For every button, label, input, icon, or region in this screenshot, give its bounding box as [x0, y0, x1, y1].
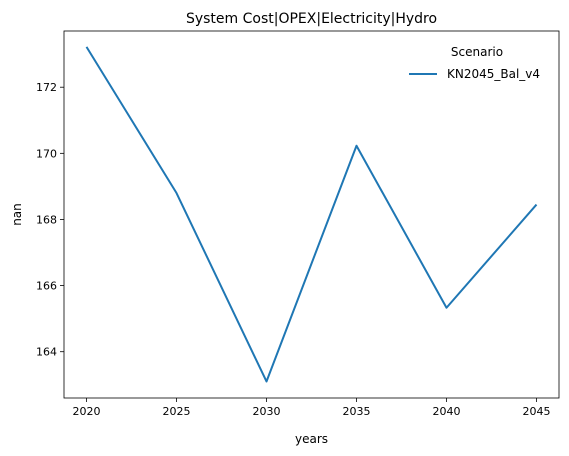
legend-label: KN2045_Bal_v4 [447, 67, 540, 81]
y-axis-ticks: 164 166 168 170 172 [36, 81, 64, 359]
chart-title: System Cost|OPEX|Electricity|Hydro [186, 11, 437, 27]
series-line [85, 46, 538, 383]
y-tick-label: 170 [36, 147, 57, 160]
y-axis-label: nan [10, 203, 24, 226]
y-tick-label: 164 [36, 346, 57, 359]
x-tick-label: 2025 [163, 405, 191, 418]
y-tick-label: 168 [36, 213, 57, 226]
x-axis-ticks: 2020 2025 2030 2035 2040 2045 [73, 398, 551, 418]
plot-frame [63, 30, 560, 399]
plot-area [63, 30, 560, 399]
x-tick-label: 2030 [253, 405, 281, 418]
y-tick-label: 166 [36, 280, 57, 293]
x-tick-label: 2035 [343, 405, 371, 418]
x-tick-label: 2020 [73, 405, 101, 418]
series-layer [85, 46, 538, 383]
x-tick-label: 2045 [523, 405, 551, 418]
x-axis-label: years [295, 432, 328, 446]
y-tick-label: 172 [36, 81, 57, 94]
x-tick-label: 2040 [433, 405, 461, 418]
legend: Scenario KN2045_Bal_v4 [409, 45, 540, 81]
legend-title: Scenario [451, 45, 503, 59]
